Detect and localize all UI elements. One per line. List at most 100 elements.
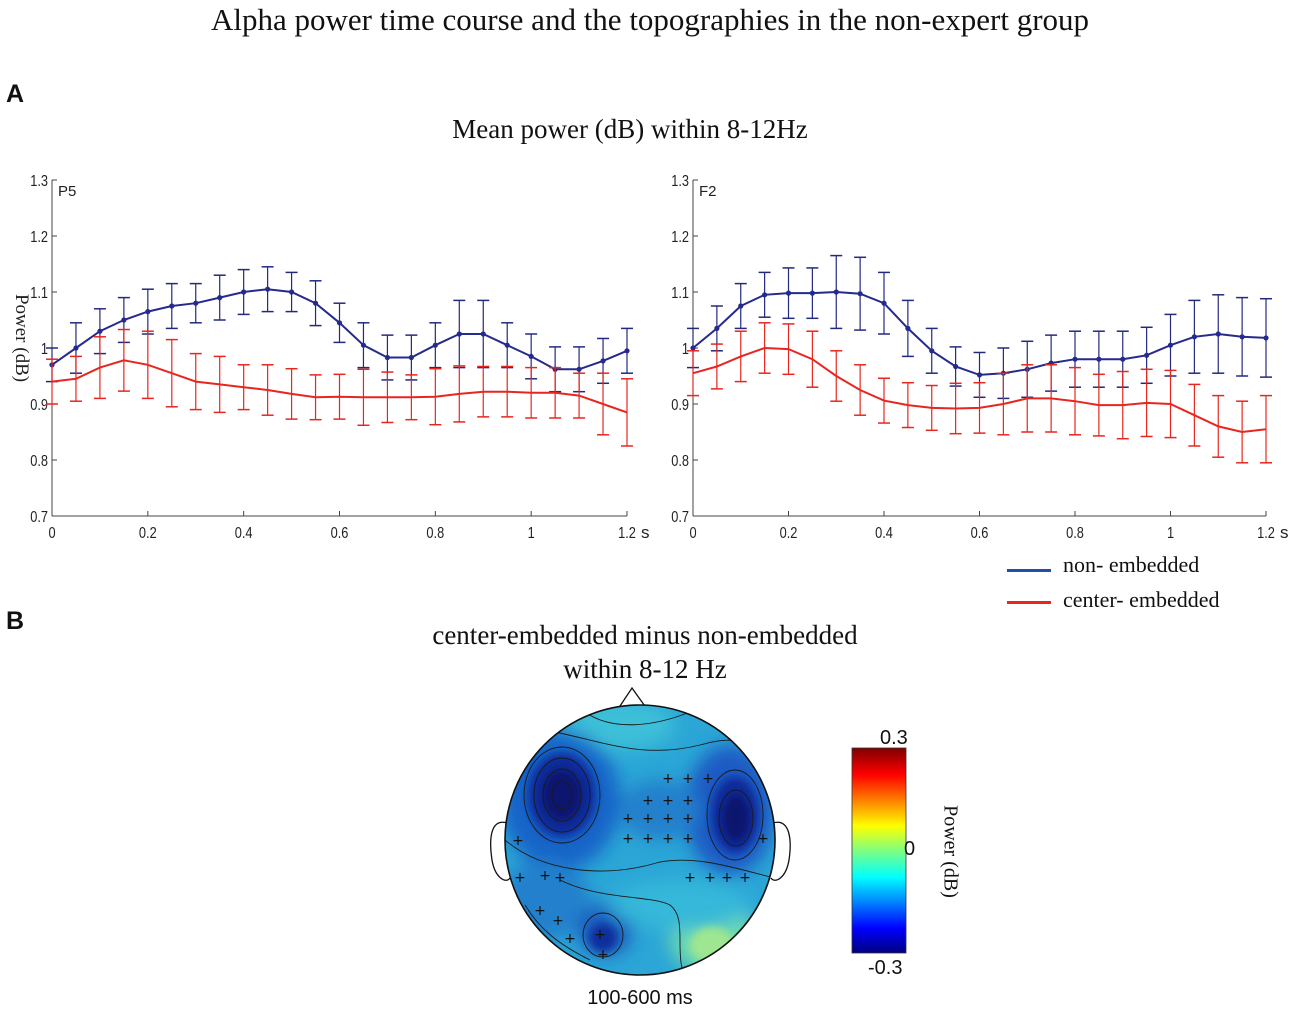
svg-text:+: +	[597, 947, 609, 963]
y-tick-label: 0.7	[30, 509, 48, 527]
svg-text:+: +	[552, 913, 564, 929]
svg-text:+: +	[684, 870, 696, 886]
svg-text:+: +	[757, 831, 769, 847]
data-point	[1144, 352, 1150, 358]
electrode-label: P5	[58, 183, 76, 200]
svg-text:+: +	[642, 811, 654, 827]
data-point	[193, 300, 199, 306]
right-ear-shape	[770, 821, 791, 881]
x-tick-label: 0	[689, 525, 696, 543]
svg-text:+: +	[662, 811, 674, 827]
svg-text:+: +	[662, 793, 674, 809]
data-point	[121, 317, 127, 323]
data-point	[312, 300, 319, 306]
svg-text:+: +	[662, 831, 674, 847]
y-tick-label: 0.7	[671, 509, 689, 527]
topography-map: + + + + + + + + + + + + + + +++ + + + + + ++ ++ + +	[505, 705, 775, 975]
x-unit-label: s	[1280, 523, 1289, 542]
data-point	[738, 303, 744, 309]
svg-text:+: +	[662, 771, 674, 787]
svg-text:+: +	[704, 870, 716, 886]
data-point	[288, 289, 295, 295]
panel-a-title: Mean power (dB) within 8-12Hz	[452, 114, 808, 144]
x-tick-label: 1	[528, 525, 535, 543]
colorbar-min-label: -0.3	[868, 957, 903, 979]
x-tick-label: 0.4	[235, 525, 253, 543]
head-outline	[504, 704, 776, 976]
svg-text:+: +	[539, 868, 551, 884]
legend-item-non-embedded: non- embedded	[1005, 552, 1290, 580]
svg-text:+: +	[739, 870, 751, 886]
data-point	[762, 292, 768, 298]
data-point	[384, 354, 391, 361]
data-point	[97, 328, 103, 334]
chart-f2: 0.7 0.8 0.9 1 1.1 1.2 1.3 0 0.2 0.4 0.6 0.8 1 1.2 s F2	[671, 173, 1288, 543]
svg-text:+: +	[622, 831, 634, 847]
x-tick-label: 1.2	[618, 525, 636, 543]
data-point	[905, 325, 911, 331]
svg-text:+: +	[682, 831, 694, 847]
data-point	[1096, 356, 1102, 362]
x-unit-label: s	[641, 523, 650, 542]
data-point	[169, 303, 175, 309]
data-point	[456, 331, 462, 337]
x-tick-label: 0.6	[331, 525, 349, 543]
x-tick-label: 0.6	[971, 525, 989, 543]
svg-text:+: +	[512, 833, 524, 849]
y-tick-label: 0.9	[30, 397, 48, 415]
svg-text:+: +	[554, 870, 566, 886]
y-axis-label: Power (dB)	[11, 294, 32, 382]
legend-label-non-embedded: non- embedded	[1063, 552, 1200, 577]
data-point	[265, 286, 271, 292]
y-tick-label: 0.8	[30, 453, 48, 471]
colorbar-mid-label: 0	[904, 838, 916, 860]
svg-text:+: +	[642, 793, 654, 809]
x-tick-label: 0.2	[780, 525, 798, 543]
data-point	[1239, 334, 1245, 340]
data-point	[600, 358, 606, 364]
svg-text:+: +	[622, 811, 634, 827]
svg-text:+: +	[642, 831, 654, 847]
data-point	[480, 331, 486, 337]
data-point	[1191, 334, 1197, 340]
data-point	[528, 353, 534, 359]
panel-b-title-line1: center-embedded minus non-embedded	[432, 620, 858, 650]
figure-title: Alpha power time course and the topograp…	[210, 2, 1090, 37]
y-tick-label: 0.9	[671, 397, 689, 415]
colorbar-axis-label: Power (dB)	[939, 805, 962, 898]
svg-text:+: +	[682, 793, 694, 809]
data-point	[690, 345, 696, 351]
svg-text:+: +	[721, 870, 733, 886]
data-point	[976, 372, 983, 378]
panel-a-label: A	[6, 80, 25, 108]
x-tick-label: 0.4	[875, 525, 893, 543]
data-point	[953, 363, 959, 370]
data-point	[929, 348, 935, 354]
electrode-label: F2	[699, 183, 717, 200]
data-point	[360, 342, 367, 348]
panel-b-title-line2: within 8-12 Hz	[563, 654, 727, 684]
y-tick-label: 0.8	[671, 453, 689, 471]
chart-p5: 0.7 0.8 0.9 1 1.1 1.2 1.3 0 0.2 0.4 0.6 0.8 1 1.2 s P5 P…	[11, 173, 650, 543]
time-window-label: 100-600 ms	[587, 987, 693, 1009]
data-point	[624, 348, 630, 354]
colorbar-max-label: 0.3	[880, 727, 908, 749]
series-non-embedded	[687, 254, 1272, 400]
data-point	[1263, 335, 1269, 341]
panel-b-title: center-embedded minus non-embedded withi…	[345, 618, 945, 686]
data-point	[809, 290, 815, 296]
x-tick-label: 0.2	[139, 525, 157, 543]
data-point	[504, 342, 510, 348]
series-center-embedded	[46, 328, 633, 447]
data-point	[857, 291, 863, 297]
y-tick-label: 1.3	[30, 173, 48, 191]
data-point	[1120, 356, 1126, 362]
left-ear-shape	[490, 821, 511, 881]
y-tick-label: 1.2	[671, 229, 689, 247]
line-charts: 0.7 0.8 0.9 1 1.1 1.2 1.3 0 0.2 0.4 0.6 0.8 1 1.2 s P5 P…	[11, 173, 1289, 543]
legend-swatch-center-embedded	[1007, 601, 1051, 604]
colorbar	[851, 747, 907, 954]
x-tick-label: 0.8	[1066, 525, 1084, 543]
y-tick-label: 1.1	[671, 285, 689, 303]
x-tick-label: 0.8	[426, 525, 444, 543]
